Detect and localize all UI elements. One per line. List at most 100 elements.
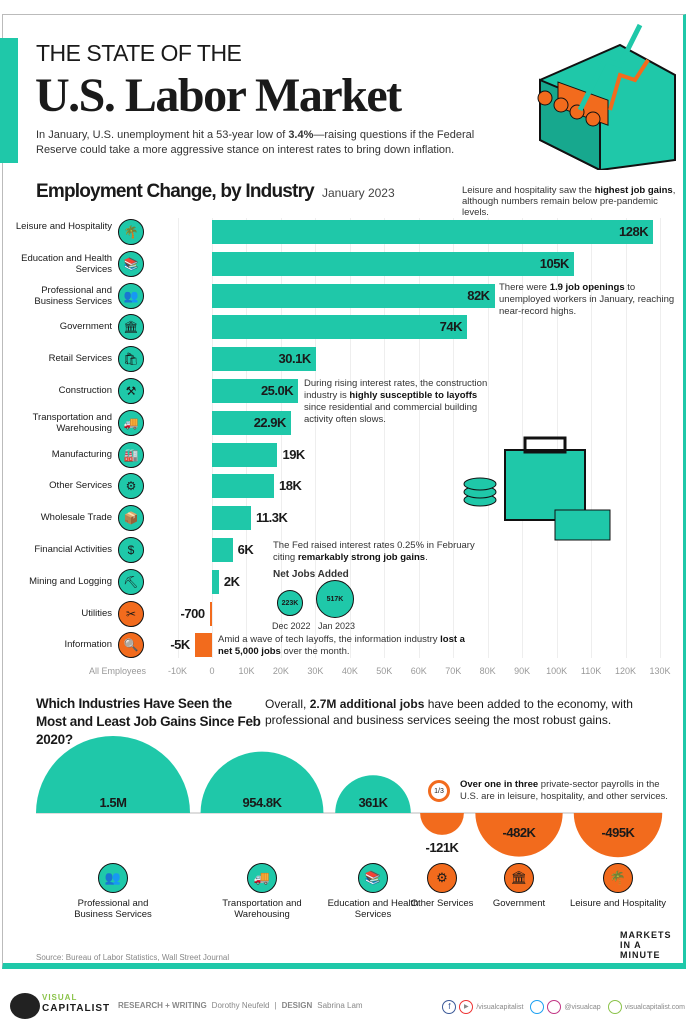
note-fed: The Fed raised interest rates 0.25% in F… <box>273 540 475 563</box>
x-tick-label: 10K <box>238 666 255 676</box>
shopping-bag-icon: 🛍 <box>118 346 144 373</box>
bar-value-label: 128K <box>619 224 649 239</box>
gridline <box>487 218 489 658</box>
bar <box>212 315 467 340</box>
bar-value-label: -5K <box>170 637 190 653</box>
bar <box>212 251 574 276</box>
chart-subtitle: January 2023 <box>321 186 395 200</box>
gridline <box>625 218 627 658</box>
semicircle <box>420 813 464 835</box>
palm-tree-icon: 🌴 <box>603 863 633 893</box>
factory-icon: 🏭 <box>118 441 144 468</box>
website-icon[interactable] <box>607 1000 622 1014</box>
bank-icon: 🏛 <box>504 863 534 893</box>
gridline <box>280 218 282 658</box>
credits-separator: | <box>274 1001 277 1010</box>
magnifier-icon: 🔍 <box>118 632 144 659</box>
semicircle <box>36 736 190 813</box>
x-tick-label: 130K <box>649 666 671 676</box>
bar <box>212 474 275 499</box>
note-one-third: Over one in three private-sector payroll… <box>460 779 668 802</box>
bar-value-label: 105K <box>539 255 570 271</box>
social-handle-1[interactable]: /visualcapitalist <box>476 1003 524 1011</box>
books-icon: 📚 <box>118 250 144 277</box>
semicircle-value-label: -121K <box>425 839 459 855</box>
net-jobs-title: Net Jobs Added <box>273 569 349 580</box>
section2-title: Which Industries Have Seen the Most and … <box>36 696 261 747</box>
semicircle-value-label: 954.8K <box>242 795 282 810</box>
bar-value-label: 25.0K <box>260 383 294 398</box>
design-label: DESIGN <box>281 1001 313 1010</box>
semicircle-category-label: Government <box>492 898 546 909</box>
instagram-icon[interactable] <box>547 1000 562 1014</box>
gridline <box>177 218 179 658</box>
brand-top: VISUAL <box>42 993 78 1002</box>
semicircle <box>475 813 563 857</box>
visual-capitalist-logo-icon <box>10 993 40 1019</box>
gridline <box>453 218 455 658</box>
source: Source: Bureau of Labor Statistics, Wall… <box>36 953 230 962</box>
chart-title: Employment Change, by Industry <box>36 181 315 202</box>
category-label: Utilities <box>81 607 112 619</box>
gridline <box>212 218 213 658</box>
delivery-truck-icon: 📦 <box>118 505 144 532</box>
social-handle-2[interactable]: @visualcap <box>564 1003 601 1011</box>
bar <box>212 347 316 372</box>
gear-icon: ⚙ <box>427 863 457 893</box>
semicircle <box>573 813 663 858</box>
storefront-illustration <box>537 23 676 170</box>
semicircle-chart <box>36 736 663 858</box>
x-tick-label: 50K <box>376 666 393 676</box>
bar <box>212 410 291 435</box>
bar <box>212 569 219 594</box>
markets-in-a-minute-logo: MARKETS IN A MINUTE <box>620 930 672 960</box>
category-label: Government <box>59 321 112 333</box>
x-tick-label: 80K <box>479 666 496 676</box>
truck-icon: 🚚 <box>247 863 277 893</box>
tools-icon: ✂ <box>118 600 144 627</box>
bubble-label-dec: Dec 2022 <box>272 621 311 631</box>
semicircle-value-label: 1.5M <box>99 795 127 810</box>
credits: RESEARCH + WRITING Dorothy Neufeld | DES… <box>118 1001 363 1010</box>
youtube-icon[interactable]: ▶ <box>459 1000 474 1014</box>
page-title: U.S. Labor Market <box>35 69 402 122</box>
x-tick-label: 100K <box>546 666 568 676</box>
gridline <box>315 218 317 658</box>
note-overall: Overall, 2.7M additional jobs have been … <box>265 697 633 727</box>
bar <box>209 601 212 626</box>
people-icon: 👥 <box>118 282 144 309</box>
note-leisure: Leisure and hospitality saw the highest … <box>462 185 676 218</box>
twitter-icon[interactable] <box>530 1000 545 1014</box>
x-tick-label: -10K <box>168 666 188 676</box>
bar <box>212 538 233 562</box>
x-tick-label: 0 <box>209 666 215 676</box>
bar-value-label: 2K <box>223 573 240 589</box>
people-icon: 👥 <box>98 863 128 893</box>
semicircle-category-label: Transportation and Warehousing <box>222 898 302 920</box>
bubble-dec-2022: 223K <box>277 590 303 616</box>
social-links: f ▶ /visualcapitalist @visualcap visualc… <box>442 1000 685 1014</box>
x-tick-label: 90K <box>514 666 531 676</box>
semicircle <box>200 751 324 813</box>
x-tick-label: 60K <box>410 666 427 676</box>
accent-bar <box>0 38 18 163</box>
category-label: Wholesale Trade <box>40 512 112 524</box>
semicircle-category-label: Leisure and Hospitality <box>569 898 667 909</box>
x-tick-label: 30K <box>307 666 324 676</box>
brand: CAPITALIST <box>42 1003 111 1014</box>
kicker: THE STATE OF THE <box>36 40 242 66</box>
category-label: Transportation and Warehousing <box>32 411 112 434</box>
website-link[interactable]: visualcapitalist.com <box>624 1003 685 1011</box>
money-bag-icon: $ <box>118 537 144 563</box>
gridline <box>660 218 661 658</box>
bar <box>212 379 299 403</box>
facebook-icon[interactable]: f <box>442 1000 457 1014</box>
gridline <box>418 218 420 658</box>
bubble-jan-2023: 517K <box>316 580 354 618</box>
bar <box>212 283 495 308</box>
semicircle-category-label: Professional and Business Services <box>74 898 152 920</box>
intro-text: In January, U.S. unemployment hit a 53-y… <box>36 129 475 156</box>
bar-value-label: 18K <box>279 478 302 494</box>
bar <box>212 442 278 467</box>
x-tick-label: 110K <box>580 666 602 676</box>
